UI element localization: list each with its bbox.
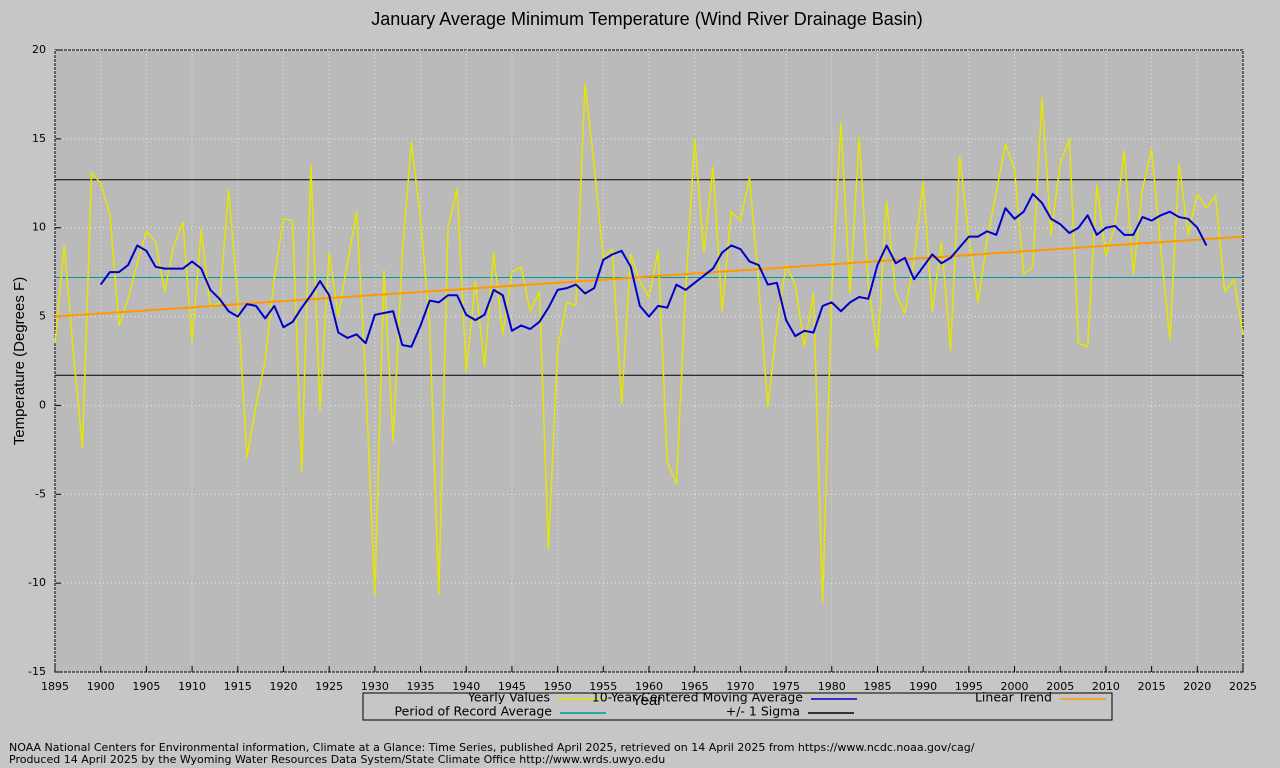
y-tick-label: -10 [28, 576, 46, 589]
x-tick-label: 1970 [726, 680, 754, 693]
x-axis-label: Year [632, 692, 662, 709]
x-tick-label: 1960 [635, 680, 663, 693]
x-tick-label: 1915 [224, 680, 252, 693]
x-tick-label: 1930 [361, 680, 389, 693]
legend-label: Period of Record Average [395, 704, 553, 719]
x-tick-label: 1955 [589, 680, 617, 693]
y-tick-label: 15 [32, 132, 46, 145]
y-tick-label: 0 [39, 398, 46, 411]
y-tick-label: -15 [28, 665, 46, 678]
x-tick-label: 1940 [452, 680, 480, 693]
x-tick-label: 1910 [178, 680, 206, 693]
legend-label: Yearly Values [467, 690, 550, 705]
x-tick-label: 1975 [772, 680, 800, 693]
legend-label: Linear Trend [975, 690, 1052, 705]
y-tick-label: 20 [32, 43, 46, 56]
footer-line: Produced 14 April 2025 by the Wyoming Wa… [9, 753, 665, 766]
x-tick-label: 1980 [818, 680, 846, 693]
x-tick-label: 1925 [315, 680, 343, 693]
x-tick-label: 1900 [87, 680, 115, 693]
x-tick-label: 2000 [1001, 680, 1029, 693]
y-axis-label: Temperature (Degrees F) [11, 277, 28, 445]
legend-label: 10-Year Centered Moving Average [592, 690, 804, 705]
chart-title: January Average Minimum Temperature (Win… [371, 9, 923, 29]
x-tick-label: 1935 [407, 680, 435, 693]
x-tick-label: 2005 [1046, 680, 1074, 693]
series-line [54, 83, 1244, 604]
x-tick-label: 2025 [1229, 680, 1257, 693]
series-line [99, 192, 1208, 348]
x-tick-label: 1985 [863, 680, 891, 693]
x-tick-label: 1995 [955, 680, 983, 693]
x-tick-label: 2020 [1183, 680, 1211, 693]
footer-line: NOAA National Centers for Environmental … [9, 741, 975, 754]
y-tick-label: 5 [39, 310, 46, 323]
x-tick-label: 1950 [544, 680, 572, 693]
x-tick-label: 1965 [681, 680, 709, 693]
y-tick-label: -5 [35, 487, 46, 500]
x-tick-label: 1920 [269, 680, 297, 693]
x-tick-label: 1895 [41, 680, 69, 693]
y-tick-label: 10 [32, 221, 46, 234]
x-tick-label: 1990 [909, 680, 937, 693]
x-tick-label: 1905 [132, 680, 160, 693]
legend-box [362, 692, 1113, 721]
x-tick-label: 2015 [1138, 680, 1166, 693]
x-tick-label: 2010 [1092, 680, 1120, 693]
legend-label: +/- 1 Sigma [726, 704, 800, 719]
series-line [54, 235, 1244, 318]
x-tick-label: 1945 [498, 680, 526, 693]
